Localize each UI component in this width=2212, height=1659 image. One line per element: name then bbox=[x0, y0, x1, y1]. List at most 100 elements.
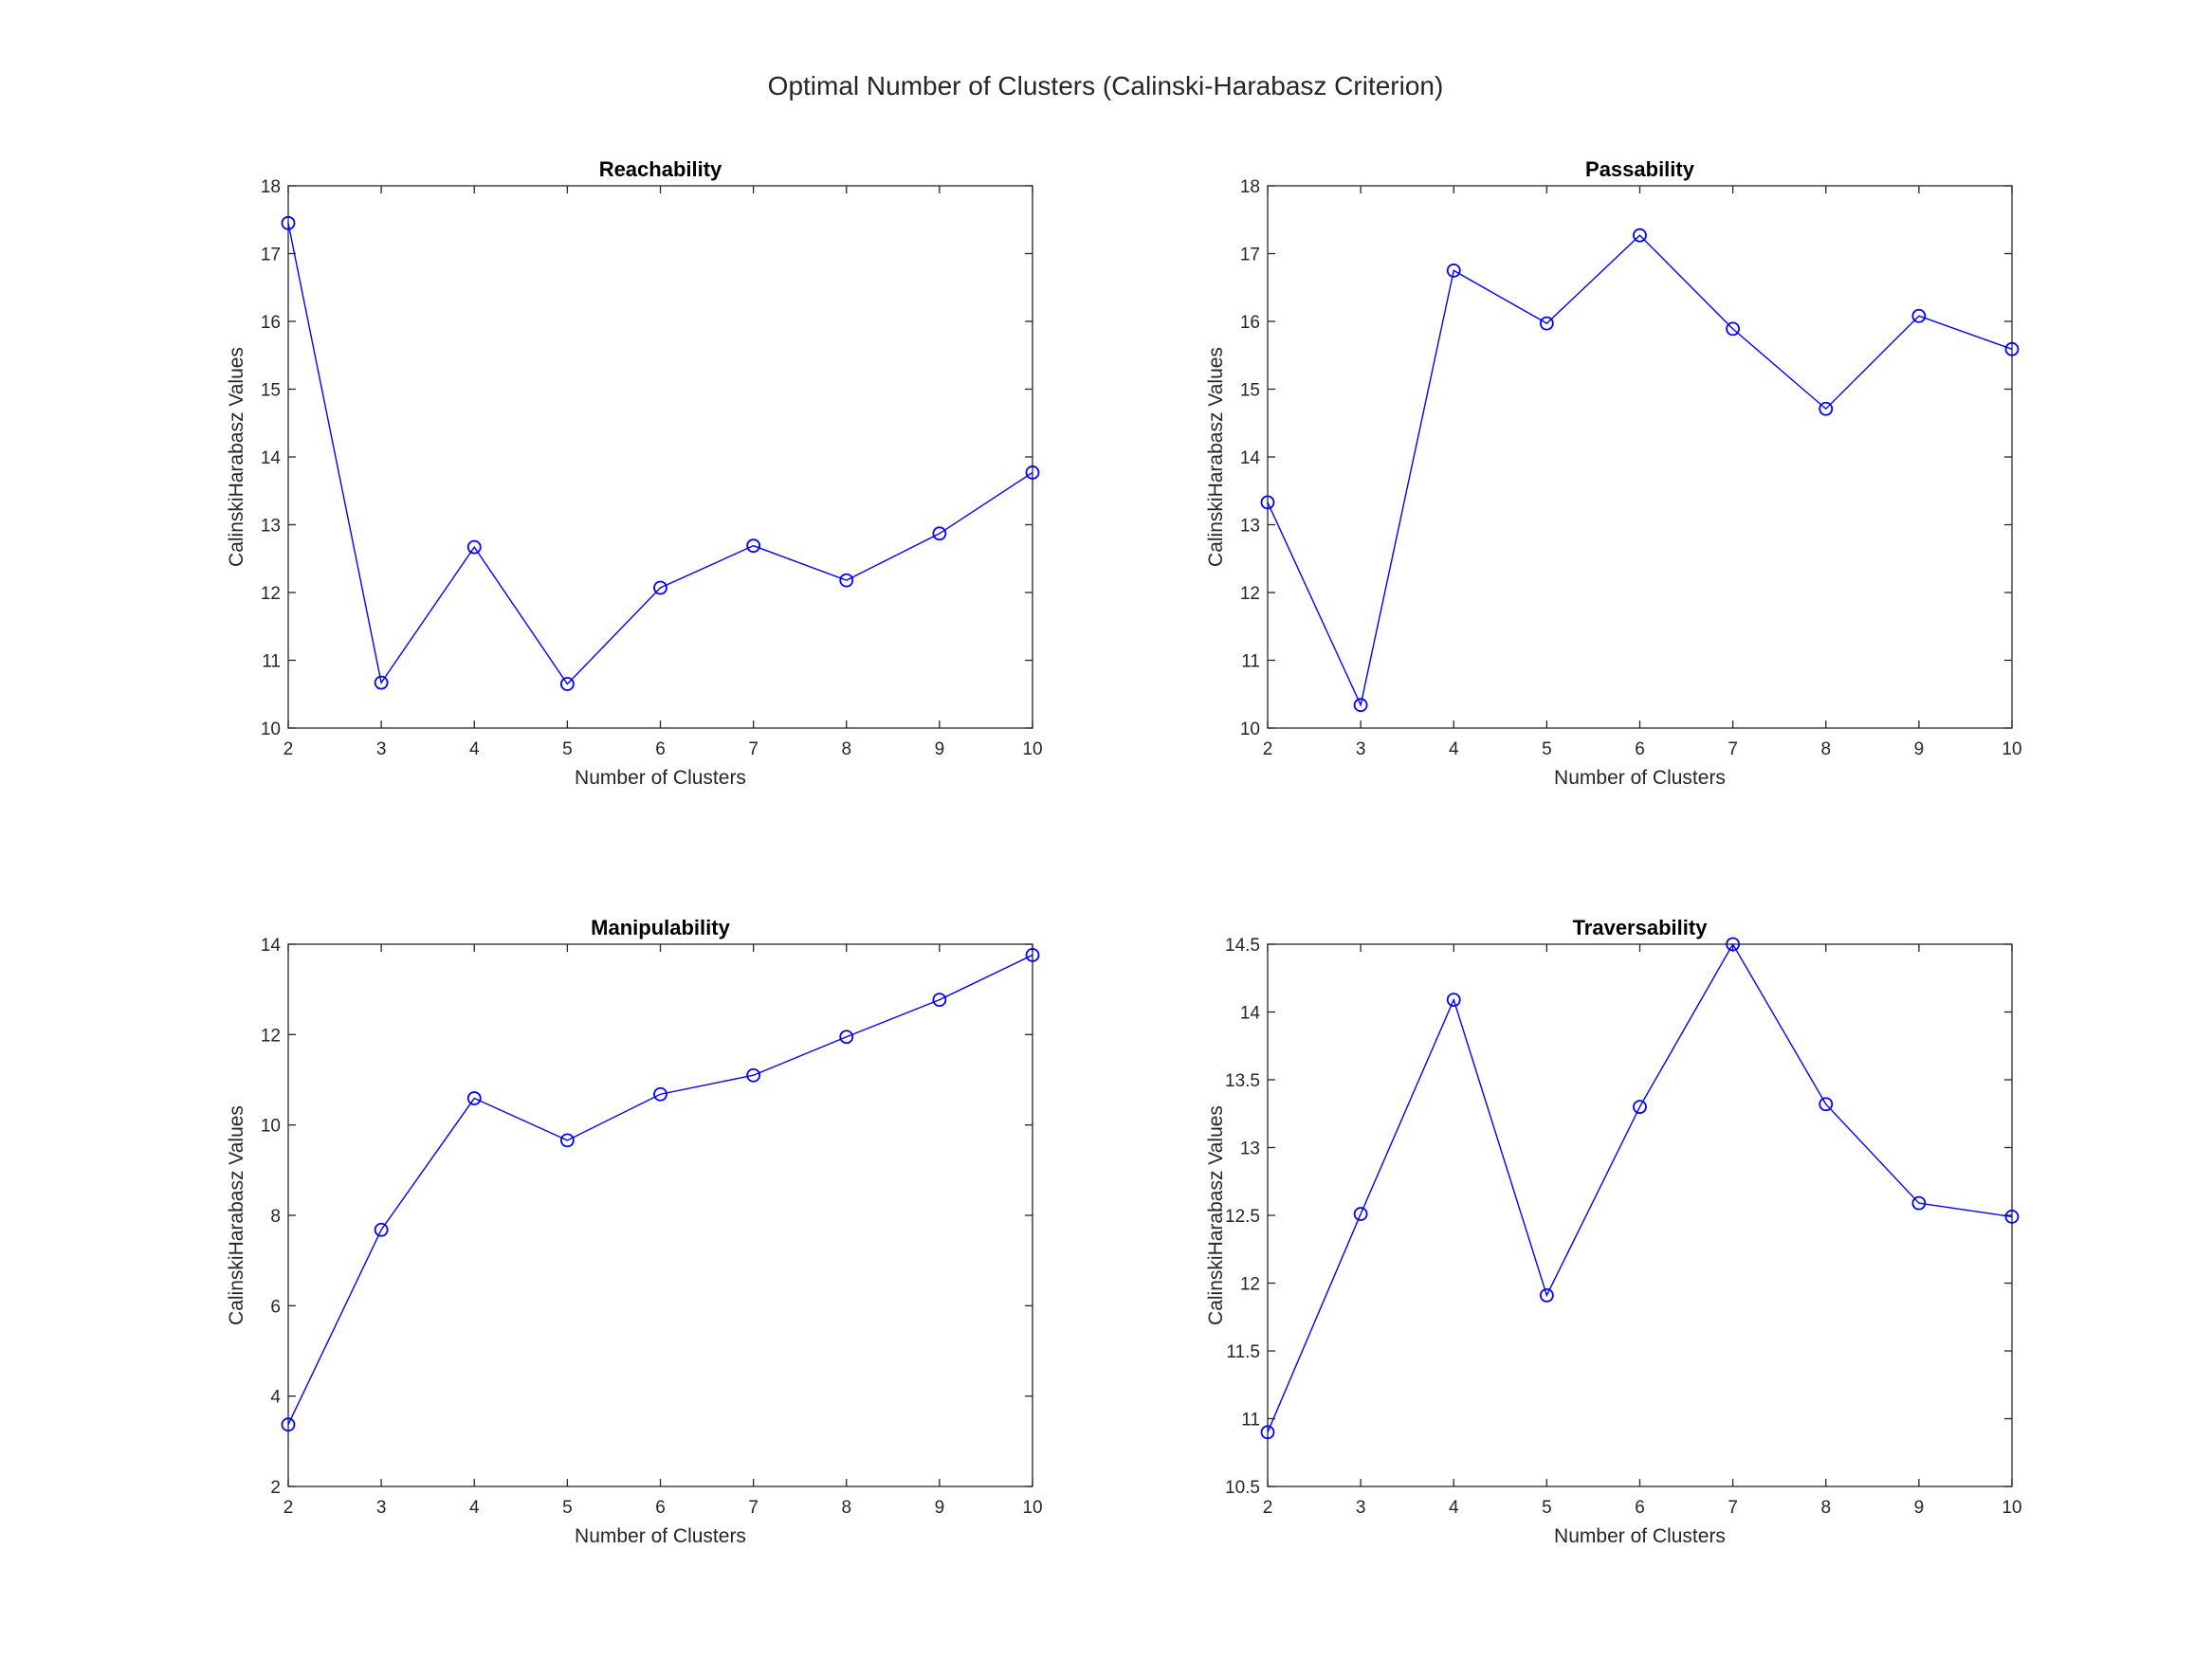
y-tick-label: 13 bbox=[261, 517, 281, 537]
x-tick-label: 4 bbox=[1449, 739, 1459, 759]
y-tick-label: 4 bbox=[270, 1388, 281, 1408]
y-tick-label: 13 bbox=[1240, 1139, 1260, 1159]
x-axis-label: Number of Clusters bbox=[575, 767, 746, 789]
series-line bbox=[287, 954, 1033, 1426]
x-tick-label: 9 bbox=[1914, 739, 1925, 759]
y-tick-label: 10.5 bbox=[1225, 1478, 1260, 1498]
y-tick-label: 17 bbox=[1240, 246, 1260, 265]
data-point bbox=[653, 580, 667, 595]
data-point bbox=[1353, 1207, 1368, 1221]
plot-area bbox=[1267, 943, 2013, 1487]
y-tick-label: 14 bbox=[1240, 448, 1261, 468]
data-point bbox=[374, 1222, 389, 1237]
y-tick-label: 16 bbox=[1240, 313, 1260, 333]
data-point bbox=[1911, 1195, 1927, 1211]
y-tick-label: 12 bbox=[1240, 1275, 1260, 1295]
subplot-title: Manipulability bbox=[591, 916, 730, 939]
subplot-grid: Reachability 2 3 4 5 6 7 8 9 10 10 11 12 13 14 15 16 17 18… bbox=[226, 157, 2022, 1547]
x-tick-label: 7 bbox=[1728, 739, 1738, 759]
y-tick-label: 10 bbox=[1240, 720, 1260, 739]
series-line bbox=[1267, 234, 2013, 707]
x-tick-label: 9 bbox=[935, 1498, 945, 1518]
y-tick-label: 13 bbox=[1240, 517, 1260, 537]
x-tick-label: 8 bbox=[841, 1498, 851, 1518]
y-tick-label: 14 bbox=[261, 448, 282, 468]
y-axis-label: CalinskiHarabasz Values bbox=[226, 347, 247, 567]
x-tick-label: 7 bbox=[748, 739, 759, 759]
x-tick-label: 5 bbox=[1542, 1498, 1552, 1518]
data-point bbox=[1726, 937, 1741, 952]
x-axis-label: Number of Clusters bbox=[575, 1525, 746, 1547]
y-tick-label: 14.5 bbox=[1225, 936, 1260, 956]
y-tick-label: 14 bbox=[261, 936, 282, 956]
x-tick-label: 9 bbox=[1914, 1498, 1925, 1518]
y-tick-label: 2 bbox=[270, 1478, 281, 1498]
x-tick-label: 2 bbox=[283, 1498, 294, 1518]
x-tick-label: 10 bbox=[1022, 1498, 1042, 1518]
series-line bbox=[1267, 942, 2013, 1433]
x-tick-label: 5 bbox=[1542, 739, 1552, 759]
data-point bbox=[1819, 401, 1834, 416]
y-tick-label: 12.5 bbox=[1225, 1207, 1260, 1227]
data-point bbox=[1911, 308, 1927, 323]
figure-title: Optimal Number of Clusters (Calinski-Har… bbox=[768, 71, 1444, 100]
data-point bbox=[1726, 321, 1741, 337]
data-point bbox=[466, 539, 482, 555]
data-point bbox=[932, 993, 947, 1008]
x-tick-label: 3 bbox=[376, 739, 387, 759]
data-point bbox=[466, 1091, 482, 1105]
x-tick-label: 9 bbox=[935, 739, 945, 759]
subplot-passability: Passability 2 3 4 5 6 7 8 9 10 10 11 12 13 14 15 16 17 18 N… bbox=[1205, 157, 2022, 789]
y-tick-label: 16 bbox=[261, 313, 281, 333]
subplot-reachability: Reachability 2 3 4 5 6 7 8 9 10 10 11 12 13 14 15 16 17 18… bbox=[226, 157, 1043, 789]
y-tick-label: 10 bbox=[261, 1117, 281, 1137]
x-tick-label: 10 bbox=[1022, 739, 1042, 759]
data-point bbox=[559, 677, 575, 691]
y-tick-label: 10 bbox=[261, 720, 281, 739]
data-point bbox=[2004, 1210, 2020, 1224]
x-tick-label: 2 bbox=[1263, 739, 1273, 759]
data-point bbox=[1446, 993, 1461, 1008]
data-point bbox=[839, 1030, 854, 1045]
plot-area bbox=[287, 185, 1033, 729]
y-tick-label: 15 bbox=[261, 381, 281, 401]
data-point bbox=[1539, 1287, 1554, 1303]
x-tick-label: 3 bbox=[1356, 1498, 1366, 1518]
y-axis-label: CalinskiHarabasz Values bbox=[226, 1105, 247, 1325]
y-tick-label: 12 bbox=[261, 1026, 281, 1046]
data-point bbox=[374, 675, 389, 690]
data-point bbox=[1025, 465, 1040, 480]
data-point bbox=[1819, 1097, 1834, 1112]
data-point bbox=[653, 1086, 667, 1102]
x-tick-label: 3 bbox=[1356, 739, 1366, 759]
data-point bbox=[1260, 495, 1275, 510]
plot-area bbox=[287, 943, 1033, 1487]
y-tick-label: 11.5 bbox=[1226, 1342, 1260, 1362]
x-axis-label: Number of Clusters bbox=[1554, 767, 1726, 789]
plot-area bbox=[1267, 185, 2013, 729]
data-point bbox=[1260, 1425, 1275, 1440]
x-tick-label: 10 bbox=[2002, 1498, 2021, 1518]
y-tick-label: 6 bbox=[270, 1297, 281, 1317]
x-tick-label: 4 bbox=[469, 739, 480, 759]
x-tick-label: 3 bbox=[376, 1498, 387, 1518]
data-point bbox=[1025, 948, 1040, 962]
x-tick-label: 2 bbox=[1263, 1498, 1273, 1518]
x-tick-label: 4 bbox=[1449, 1498, 1459, 1518]
x-tick-label: 5 bbox=[562, 1498, 573, 1518]
subplot-title: Traversability bbox=[1573, 916, 1709, 939]
series-line bbox=[287, 223, 1033, 685]
x-tick-label: 6 bbox=[1635, 739, 1645, 759]
data-point bbox=[839, 573, 854, 588]
data-point bbox=[746, 1067, 761, 1083]
data-point bbox=[1539, 316, 1554, 331]
y-tick-label: 11 bbox=[262, 652, 281, 672]
x-tick-label: 8 bbox=[841, 739, 851, 759]
x-tick-label: 4 bbox=[469, 1498, 480, 1518]
y-tick-label: 12 bbox=[261, 584, 281, 604]
y-axis-label: CalinskiHarabasz Values bbox=[1205, 1105, 1227, 1325]
data-point bbox=[932, 526, 947, 541]
data-point bbox=[746, 538, 761, 554]
subplot-manipulability: Manipulability 2 3 4 5 6 7 8 9 10 2 4 6 8 10 12 14 Number… bbox=[226, 916, 1043, 1547]
